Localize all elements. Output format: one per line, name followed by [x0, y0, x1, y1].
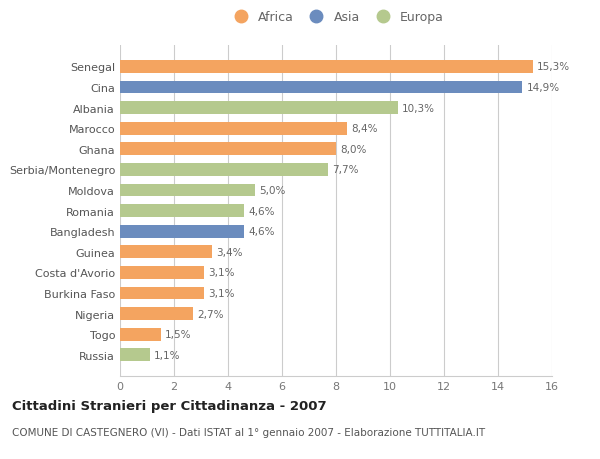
Text: 7,7%: 7,7% [332, 165, 358, 175]
Bar [120, 246, 212, 258]
Bar [120, 164, 328, 176]
Text: 4,6%: 4,6% [248, 206, 275, 216]
Text: Cittadini Stranieri per Cittadinanza - 2007: Cittadini Stranieri per Cittadinanza - 2… [12, 399, 326, 412]
Bar [120, 184, 255, 197]
Text: 10,3%: 10,3% [402, 103, 435, 113]
Text: 3,1%: 3,1% [208, 288, 234, 298]
Bar [120, 143, 336, 156]
Text: 2,7%: 2,7% [197, 309, 223, 319]
Bar [120, 61, 533, 73]
Bar [120, 349, 150, 361]
Bar [120, 81, 522, 94]
Text: 8,4%: 8,4% [351, 124, 377, 134]
Text: 3,1%: 3,1% [208, 268, 234, 278]
Bar [120, 287, 204, 300]
Bar [120, 205, 244, 218]
Text: 5,0%: 5,0% [259, 185, 286, 196]
Bar [120, 123, 347, 135]
Text: 1,1%: 1,1% [154, 350, 180, 360]
Bar [120, 308, 193, 320]
Text: 14,9%: 14,9% [526, 83, 559, 93]
Bar [120, 102, 398, 115]
Text: 3,4%: 3,4% [216, 247, 242, 257]
Text: COMUNE DI CASTEGNERO (VI) - Dati ISTAT al 1° gennaio 2007 - Elaborazione TUTTITA: COMUNE DI CASTEGNERO (VI) - Dati ISTAT a… [12, 427, 485, 437]
Bar [120, 225, 244, 238]
Text: 4,6%: 4,6% [248, 227, 275, 237]
Legend: Africa, Asia, Europa: Africa, Asia, Europa [223, 6, 449, 29]
Text: 15,3%: 15,3% [537, 62, 570, 72]
Bar [120, 266, 204, 279]
Text: 1,5%: 1,5% [164, 330, 191, 339]
Bar [120, 328, 161, 341]
Text: 8,0%: 8,0% [340, 145, 367, 155]
